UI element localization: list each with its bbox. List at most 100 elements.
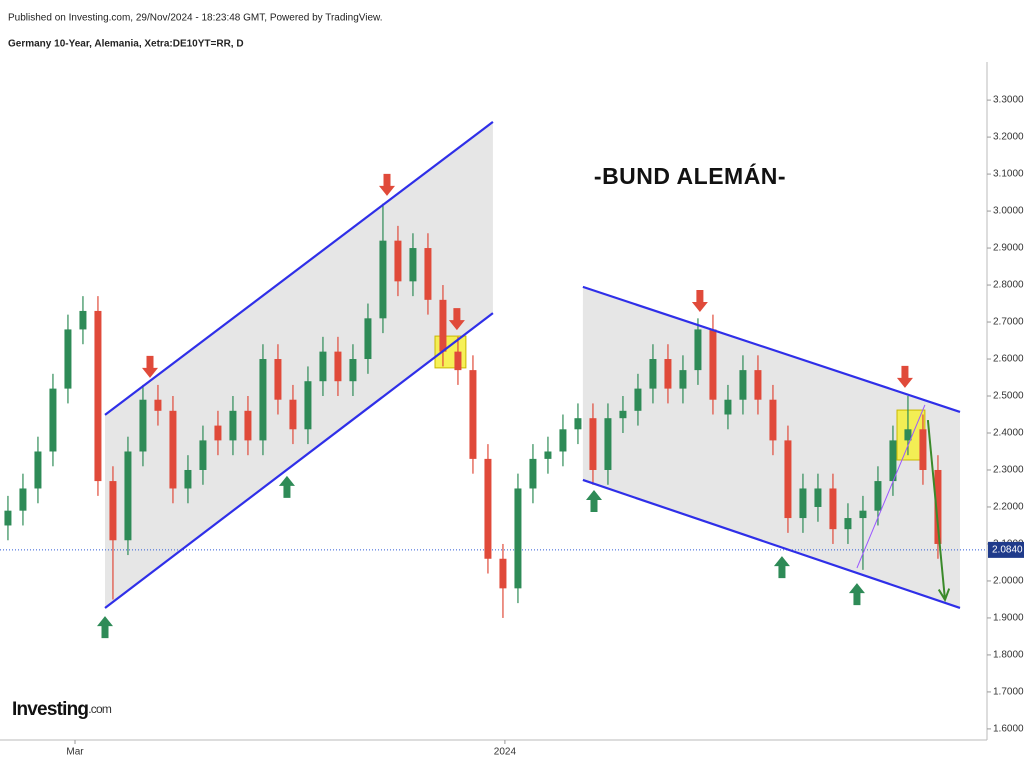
y-tick-label: 2.5000 <box>993 391 1024 402</box>
candle-body <box>349 359 357 382</box>
candle-body <box>319 351 327 382</box>
candle-body <box>34 451 42 489</box>
candle-body <box>424 248 432 300</box>
candle-body <box>214 425 222 441</box>
candle-body <box>334 351 342 382</box>
last-price-label: 2.0840 <box>992 545 1023 556</box>
y-tick-label: 2.4000 <box>993 428 1024 439</box>
candle-body <box>229 410 237 441</box>
candle-body <box>649 359 657 389</box>
candle-body <box>874 481 882 511</box>
candle-body <box>244 410 252 441</box>
sell-arrow <box>896 365 913 388</box>
candle-body <box>439 299 447 352</box>
annotation-title: -BUND ALEMÁN- <box>594 162 786 189</box>
candle-body <box>844 518 852 530</box>
buy-arrow <box>586 489 602 512</box>
candle-body <box>694 329 702 371</box>
candle-body <box>829 488 837 530</box>
candle-body <box>364 318 372 360</box>
candle-body <box>304 381 312 430</box>
candle-body <box>469 370 477 459</box>
buy-arrow <box>97 616 113 639</box>
candle-body <box>139 399 147 452</box>
candle-body <box>799 488 807 519</box>
candle-body <box>529 458 537 489</box>
candle-body <box>919 429 927 470</box>
candle-body <box>409 248 417 282</box>
candle-body <box>4 510 12 526</box>
candle-body <box>904 429 912 441</box>
candle-body <box>184 469 192 489</box>
candle-body <box>274 359 282 400</box>
candle-body <box>934 469 942 544</box>
candle-body <box>169 410 177 489</box>
y-tick-label: 2.2000 <box>993 502 1024 513</box>
candle-body <box>859 510 867 519</box>
candle-body <box>784 440 792 519</box>
candle-body <box>634 388 642 411</box>
y-tick-label: 3.1000 <box>993 169 1024 180</box>
y-tick-label: 2.7000 <box>993 317 1024 328</box>
sell-arrow <box>448 308 465 331</box>
candle-body <box>739 370 747 400</box>
sell-arrow <box>379 173 395 196</box>
sell-arrow <box>691 290 708 313</box>
candle-body <box>379 240 387 319</box>
trend-line <box>926 419 946 600</box>
candle-body <box>64 329 72 389</box>
logo-word: Investing <box>12 699 88 720</box>
y-tick-label: 3.3000 <box>993 95 1024 106</box>
x-tick-label: 2024 <box>494 747 517 758</box>
candle-body <box>109 481 117 541</box>
candle-body <box>289 399 297 430</box>
y-tick-label: 1.6000 <box>993 724 1024 735</box>
channel-fill <box>582 286 960 608</box>
y-tick-label: 2.9000 <box>993 243 1024 254</box>
candle-body <box>94 310 102 482</box>
candle-body <box>814 488 822 507</box>
candle-body <box>769 399 777 441</box>
candle-body <box>574 418 582 430</box>
y-tick-label: 3.2000 <box>993 132 1024 143</box>
y-tick-label: 2.3000 <box>993 465 1024 476</box>
candle-body <box>19 488 27 511</box>
buy-arrow <box>848 583 865 606</box>
channel-line <box>582 285 961 413</box>
candle-body <box>544 451 552 459</box>
candle-body <box>514 488 522 589</box>
candle-body <box>484 458 492 559</box>
candle-body <box>679 370 687 389</box>
sell-arrow <box>142 355 158 378</box>
x-tick-label: Mar <box>66 747 84 758</box>
candle-body <box>889 440 897 482</box>
candle-body <box>754 370 762 400</box>
candle-body <box>124 451 132 541</box>
channel-line <box>104 312 494 609</box>
candle-body <box>589 418 597 470</box>
logo-suffix: .com <box>88 702 112 716</box>
channel-line <box>582 478 961 609</box>
y-tick-label: 1.8000 <box>993 650 1024 661</box>
candle-body <box>259 359 267 441</box>
buy-arrow <box>278 475 295 498</box>
logo: Investing.com <box>12 699 112 720</box>
candle-body <box>709 329 717 400</box>
candle-body <box>604 418 612 470</box>
trend-arrow-head <box>937 588 951 603</box>
candle-body <box>619 410 627 419</box>
y-tick-label: 2.8000 <box>993 280 1024 291</box>
candle-body <box>724 399 732 415</box>
candle-body <box>499 558 507 589</box>
candle-body <box>79 310 87 330</box>
candle-body <box>49 388 57 452</box>
channel-line <box>104 121 494 416</box>
candle-body <box>454 351 462 371</box>
source-note: Published on Investing.com, 29/Nov/2024 … <box>8 13 382 24</box>
candle-body <box>664 359 672 389</box>
y-tick-label: 1.7000 <box>993 687 1024 698</box>
chart-title: Germany 10-Year, Alemania, Xetra:DE10YT=… <box>8 39 244 50</box>
y-tick-label: 2.0000 <box>993 576 1024 587</box>
